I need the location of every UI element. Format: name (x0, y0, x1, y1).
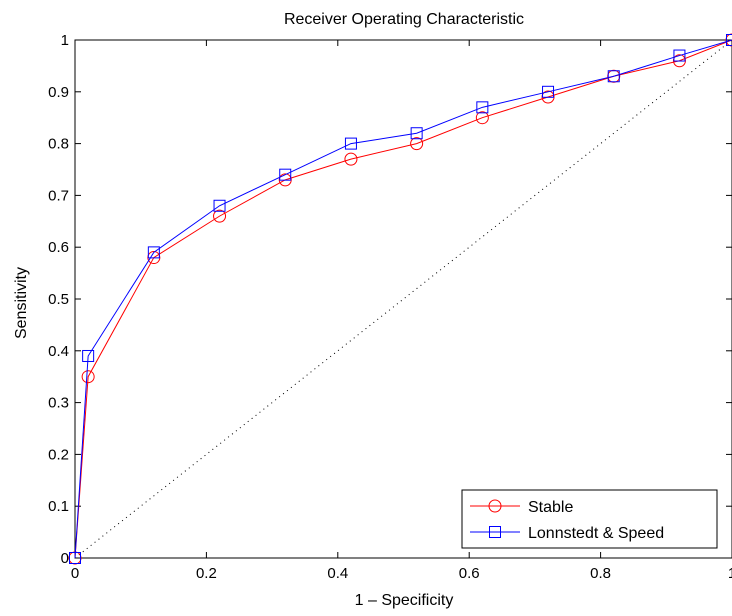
y-tick-label: 0.5 (48, 291, 69, 308)
legend-label-lonnstedt-speed: Lonnstedt & Speed (528, 525, 664, 542)
legend: Stable Lonnstedt & Speed (462, 490, 717, 548)
x-tick-label: 0.8 (590, 565, 611, 582)
x-tick-label: 0.2 (196, 565, 217, 582)
y-tick-label: 0.9 (48, 84, 69, 101)
chance-diagonal-line (75, 40, 732, 558)
x-tick-label: 1 (728, 565, 732, 582)
x-tick-label: 0 (71, 565, 79, 582)
y-tick-label: 0.3 (48, 395, 69, 412)
chart-title: Receiver Operating Characteristic (284, 11, 524, 28)
y-tick-label: 0.6 (48, 239, 69, 256)
y-tick-label: 0.7 (48, 187, 69, 204)
y-tick-label: 0.4 (48, 343, 69, 360)
x-tick-label: 0.4 (327, 565, 348, 582)
y-axis-label: Sensitivity (13, 267, 30, 339)
y-tick-label: 0.1 (48, 498, 69, 515)
x-tick-label: 0.6 (459, 565, 480, 582)
x-axis-label: 1 – Specificity (355, 592, 454, 609)
plot-area: 0 0.2 0.4 0.6 0.8 1 0 0.1 0.2 0.3 0.4 0.5 0.6 0.7 0.8 0… (48, 32, 732, 582)
y-tick-label: 0.8 (48, 136, 69, 153)
y-tick-label: 1 (61, 32, 69, 49)
y-tick-label: 0 (61, 550, 69, 567)
y-tick-label: 0.2 (48, 446, 69, 463)
legend-label-stable: Stable (528, 499, 573, 516)
